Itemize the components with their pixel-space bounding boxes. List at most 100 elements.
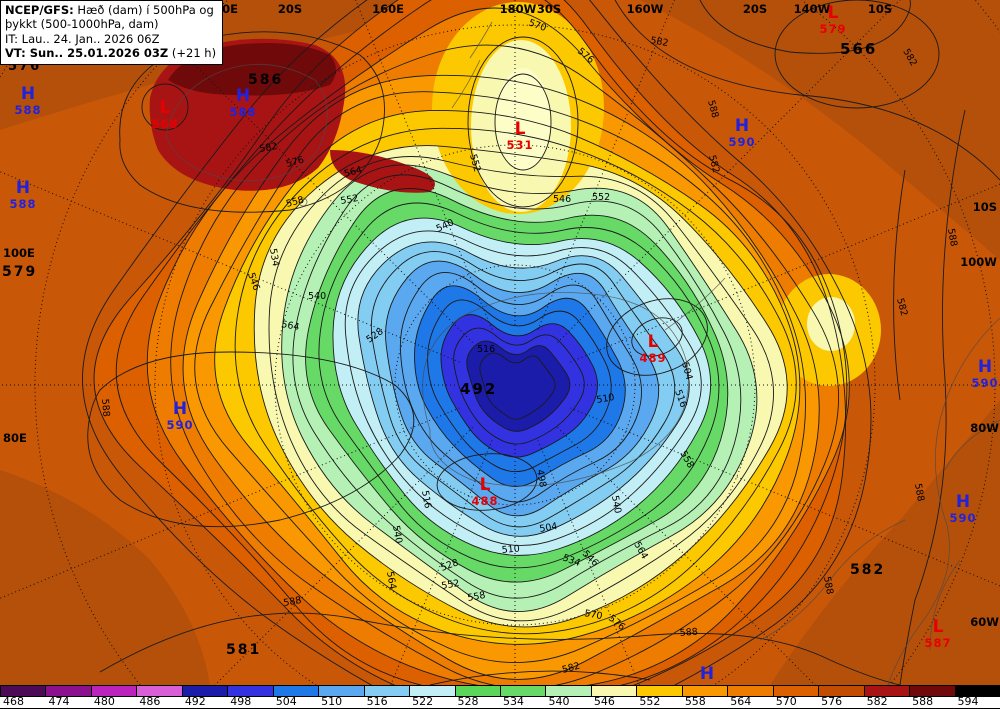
height-value-label: 586 — [248, 72, 283, 88]
colorbar-tick-540: 540 — [548, 695, 570, 708]
height-value-label: 566 — [840, 40, 877, 58]
center-value: 590 — [949, 511, 976, 525]
center-letter: H — [956, 492, 970, 512]
center-letter: H — [16, 178, 30, 198]
colorbar-swatch-486 — [136, 686, 183, 696]
colorbar-tick-558: 558 — [684, 695, 706, 708]
colorbar-swatch-498 — [227, 686, 274, 696]
height-value-label: 579 — [2, 264, 37, 280]
colorbar-tick-498: 498 — [230, 695, 252, 708]
grid-coordinate-label: 60W — [970, 615, 999, 629]
contour-label: 504 — [679, 361, 694, 381]
title-line-4: VT: Sun.. 25.01.2026 03Z (+21 h) — [5, 46, 217, 61]
colorbar-tick-528: 528 — [457, 695, 479, 708]
contour-label: 558 — [285, 195, 305, 210]
contour-label: 516 — [419, 490, 433, 510]
center-value: 590 — [728, 135, 755, 149]
color-fill-layer — [0, 0, 1000, 685]
colorbar-swatch-474 — [45, 686, 92, 696]
colorbar-swatch-534 — [500, 686, 547, 696]
contour-label: 540 — [609, 495, 623, 515]
center-letter: H — [978, 357, 992, 377]
contour-label: 540 — [390, 525, 404, 545]
grid-coordinate-label: 20S — [278, 2, 302, 16]
contour-label: 588 — [945, 228, 959, 248]
center-value: 590 — [166, 418, 193, 432]
center-letter: L — [160, 98, 171, 118]
colorbar-swatch-504 — [272, 686, 320, 696]
center-letter: H — [700, 664, 714, 684]
colorbar-swatch-480 — [90, 686, 138, 696]
colorbar: 468 474 480 486 492 498 504 510 516 522 528 534 540 5… — [0, 685, 1000, 709]
contour-label: 582 — [259, 141, 279, 155]
contour-label: 582 — [894, 297, 909, 317]
contour-label: 552 — [467, 153, 482, 173]
contour-label: 588 — [99, 398, 112, 417]
contour-label: 552 — [340, 193, 360, 207]
center-letter: H — [173, 399, 187, 419]
colorbar-swatch-558 — [681, 686, 729, 696]
colorbar-swatch-576 — [818, 686, 865, 696]
center-letter: H — [21, 84, 35, 104]
center-letter: H — [735, 116, 749, 136]
coastline-layer — [165, 21, 1000, 685]
contour-label: 504 — [539, 521, 559, 535]
center-letter: L — [648, 332, 659, 352]
contour-label: 546 — [553, 194, 571, 205]
center-letter: L — [480, 475, 491, 495]
grid-coordinate-label: 30S — [537, 2, 561, 16]
height-value-label: 582 — [850, 562, 885, 578]
colorbar-tick-570: 570 — [775, 695, 797, 708]
colorbar-tick-516: 516 — [366, 695, 388, 708]
high-center-marker: H — [700, 664, 714, 684]
colorbar-tick-522: 522 — [412, 695, 434, 708]
colorbar-swatch-468 — [0, 686, 47, 696]
contour-label: 588 — [821, 576, 835, 596]
colorbar-swatch-582 — [863, 686, 911, 696]
grid-coordinate-label: 10S — [973, 200, 997, 214]
center-value: 587 — [924, 636, 951, 650]
contour-label: 552 — [441, 578, 461, 592]
center-letter: L — [828, 3, 839, 23]
colorbar-tick-552: 552 — [639, 695, 661, 708]
center-value: 489 — [639, 351, 666, 365]
colorbar-tick-486: 486 — [139, 695, 161, 708]
contour-label: 564 — [280, 319, 300, 333]
center-letter: L — [933, 617, 944, 637]
grid-coordinate-label: 10S — [868, 2, 892, 16]
contour-label: 498 — [534, 469, 548, 489]
contour-label: 588 — [912, 483, 926, 503]
colorbar-tick-480: 480 — [93, 695, 115, 708]
contour-label: 564 — [384, 571, 398, 591]
grid-coordinate-label: 100W — [960, 255, 997, 269]
colorbar-tick-468: 468 — [3, 695, 24, 708]
center-letter: L — [515, 119, 526, 139]
contour-label: 588 — [705, 99, 720, 119]
weather-map: 570 576 582 582 588 582 552 546 552 558 552 534 540 5… — [0, 0, 1000, 685]
grid-coordinate-label: 100E — [3, 246, 35, 260]
colorbar-swatch-588 — [909, 686, 956, 696]
center-value: 579 — [819, 22, 846, 36]
contour-label: 582 — [649, 35, 669, 49]
contour-label: 552 — [592, 192, 610, 203]
contour-label: 510 — [501, 543, 520, 556]
contour-label: 540 — [308, 291, 326, 302]
grid-coordinate-label: 80W — [970, 421, 999, 435]
center-value: 590 — [971, 376, 998, 390]
contour-label: 582 — [706, 154, 721, 174]
center-value: 568 — [151, 117, 178, 131]
colorbar-swatch-492 — [181, 686, 229, 696]
colorbar-tick-510: 510 — [321, 695, 343, 708]
center-value: 588 — [229, 105, 256, 119]
contour-label: 588 — [283, 595, 303, 609]
